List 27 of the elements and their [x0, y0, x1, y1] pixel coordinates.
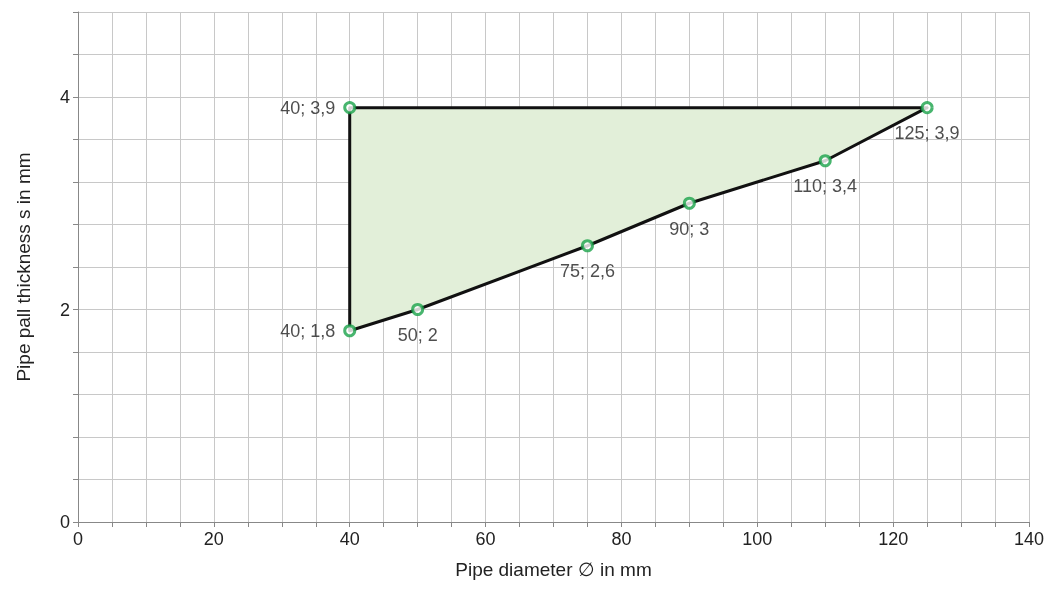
data-label: 110; 3,4: [793, 176, 858, 197]
y-axis-title: Pipe pall thickness s in mm: [13, 152, 34, 382]
x-tick-label: 140: [1013, 529, 1045, 549]
x-tick-label: 80: [611, 529, 632, 549]
x-tick-label: 0: [72, 529, 84, 549]
x-tick-label: 60: [475, 529, 496, 549]
x-axis-title: Pipe diameter ∅ in mm: [455, 559, 652, 580]
point: [682, 196, 696, 210]
point: [411, 303, 425, 316]
data-label: 40; 1,8: [280, 320, 336, 341]
y-tick-label: 0: [59, 512, 70, 532]
data-label: 50; 2: [397, 325, 438, 345]
y-tick-label: 2: [59, 299, 70, 320]
point: [343, 324, 357, 338]
point: [920, 101, 934, 115]
x-tick-label: 40: [339, 529, 360, 549]
x-tick-label: 120: [878, 529, 909, 549]
data-label: 125; 3,9: [894, 123, 960, 144]
x-tick-label: 20: [203, 529, 224, 549]
x-tick-label: 100: [742, 529, 773, 549]
y-tick-label: 4: [59, 87, 70, 107]
point: [343, 101, 357, 115]
data-label: 75; 2,6: [559, 261, 615, 282]
data-label: 40; 3,9: [280, 97, 336, 118]
point: [580, 239, 594, 253]
data-label: 90; 3: [669, 218, 710, 239]
point: [818, 154, 832, 168]
